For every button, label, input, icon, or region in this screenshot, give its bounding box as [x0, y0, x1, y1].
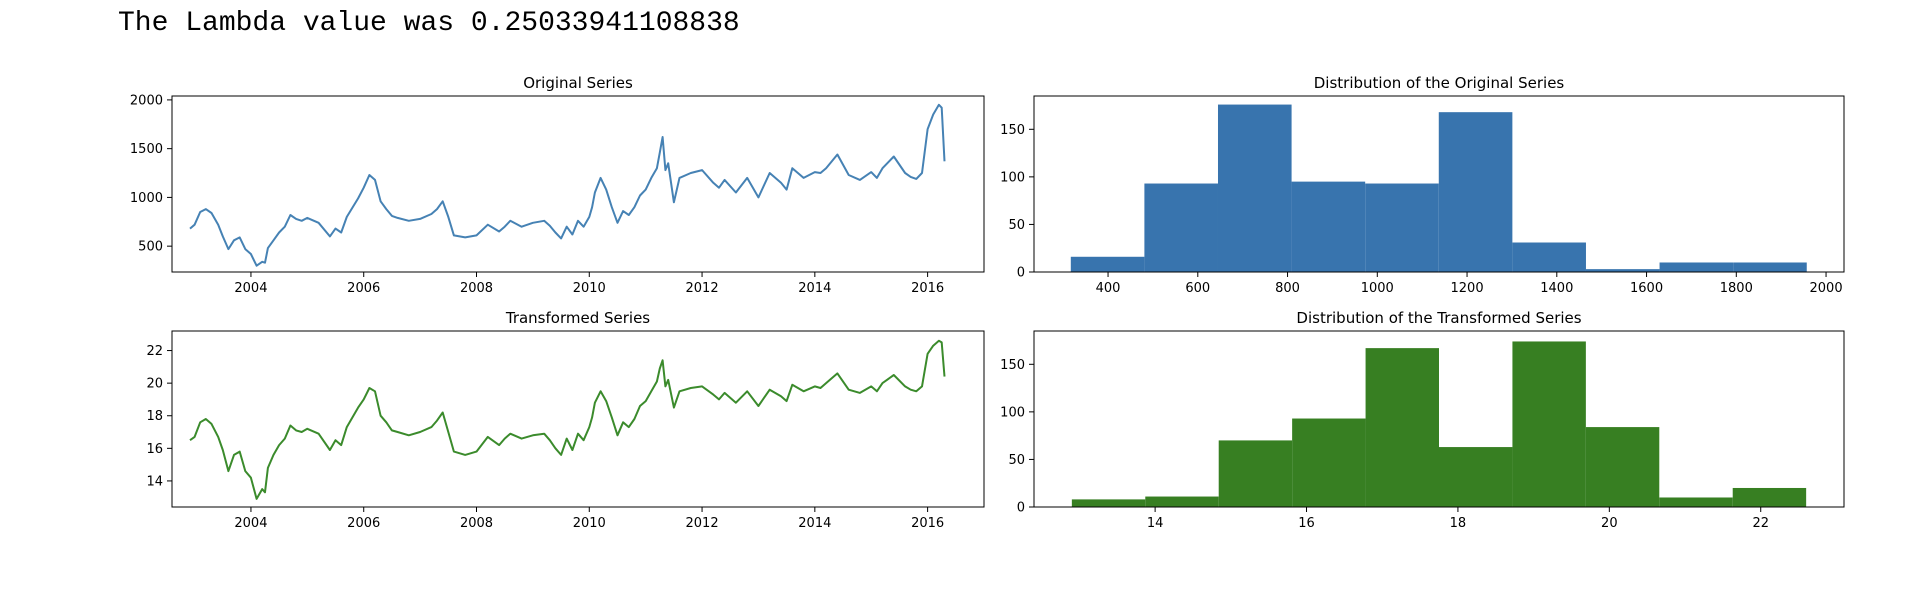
histogram-bar [1145, 496, 1219, 507]
x-tick-label: 2016 [911, 281, 944, 296]
x-tick-label: 2006 [347, 516, 380, 531]
histogram-bar [1365, 348, 1439, 507]
histogram-bar [1512, 242, 1586, 272]
x-tick-label: 2016 [911, 516, 944, 531]
x-tick-label: 20 [1601, 516, 1618, 531]
chart-title: Distribution of the Transformed Series [1296, 309, 1581, 327]
y-tick-label: 100 [1000, 170, 1025, 185]
y-tick-label: 150 [1000, 358, 1025, 373]
x-tick-label: 2000 [1810, 281, 1843, 296]
y-tick-label: 150 [1000, 123, 1025, 138]
histogram-bar [1659, 497, 1733, 507]
chart-1: Original Series 2004 2006 2008 2010 2012 2014 2… [130, 74, 985, 296]
histogram-bar [1144, 183, 1218, 272]
x-tick-label: 1600 [1630, 281, 1663, 296]
y-tick-label: 16 [146, 442, 163, 457]
y-tick-label: 22 [146, 344, 163, 359]
chart-title: Distribution of the Original Series [1314, 74, 1565, 92]
axes-frame [171, 330, 985, 508]
x-tick-label: 16 [1298, 516, 1315, 531]
histogram-bar [1292, 418, 1366, 507]
series-line [189, 339, 946, 500]
histogram-bar [1071, 499, 1146, 507]
chart-title: Original Series [523, 74, 633, 92]
x-tick-label: 800 [1275, 281, 1300, 296]
histogram-bar [1732, 487, 1807, 507]
histogram-bar [1070, 256, 1145, 272]
y-tick-label: 500 [138, 240, 163, 255]
x-tick-label: 2010 [573, 281, 606, 296]
x-tick-label: 2014 [798, 281, 831, 296]
histogram-bar [1291, 181, 1366, 272]
y-tick-label: 50 [1008, 218, 1025, 233]
x-tick-label: 400 [1096, 281, 1121, 296]
chart-4: Distribution of the Transformed Series 14… [1000, 309, 1845, 531]
x-tick-label: 2004 [234, 516, 267, 531]
histogram-bar [1438, 112, 1513, 272]
histogram-bar [1585, 427, 1660, 507]
y-tick-label: 18 [146, 409, 163, 424]
x-tick-label: 1800 [1720, 281, 1753, 296]
x-tick-label: 1000 [1361, 281, 1394, 296]
x-tick-label: 2008 [460, 516, 493, 531]
x-tick-label: 14 [1147, 516, 1164, 531]
x-tick-label: 2010 [573, 516, 606, 531]
x-tick-label: 600 [1185, 281, 1210, 296]
x-tick-label: 22 [1752, 516, 1769, 531]
axes-frame [1033, 95, 1845, 273]
chart-3: Transformed Series 2004 2006 2008 2010 2012 20… [146, 309, 985, 531]
y-tick-label: 2000 [130, 93, 163, 108]
axes-frame [1033, 330, 1845, 508]
y-tick-label: 14 [146, 474, 163, 489]
y-tick-label: 0 [1017, 501, 1025, 516]
histogram-bar [1365, 183, 1439, 272]
x-tick-label: 18 [1450, 516, 1467, 531]
x-tick-label: 2004 [234, 281, 267, 296]
x-tick-label: 2012 [686, 281, 719, 296]
x-tick-label: 1200 [1451, 281, 1484, 296]
y-tick-label: 1500 [130, 142, 163, 157]
y-tick-label: 0 [1017, 266, 1025, 281]
histogram-bar [1218, 440, 1293, 507]
y-tick-label: 50 [1008, 453, 1025, 468]
series-line [189, 103, 946, 267]
axes-frame [171, 95, 985, 273]
x-tick-label: 1400 [1540, 281, 1573, 296]
histogram-bar [1439, 447, 1513, 507]
x-tick-label: 2008 [460, 281, 493, 296]
x-tick-label: 2014 [798, 516, 831, 531]
y-tick-label: 100 [1000, 405, 1025, 420]
x-tick-label: 2006 [347, 281, 380, 296]
histogram-bar [1585, 269, 1660, 272]
histogram-bar [1512, 341, 1586, 507]
x-tick-label: 2012 [686, 516, 719, 531]
y-tick-label: 20 [146, 377, 163, 392]
histogram-bar [1217, 104, 1292, 272]
histogram-bar [1659, 262, 1734, 272]
chart-2: Distribution of the Original Series 400 60… [1000, 74, 1845, 296]
histogram-bar [1733, 262, 1807, 272]
chart-title: Transformed Series [505, 309, 650, 327]
y-tick-label: 1000 [130, 191, 163, 206]
output-text: The Lambda value was 0.25033941108838 [118, 8, 740, 39]
